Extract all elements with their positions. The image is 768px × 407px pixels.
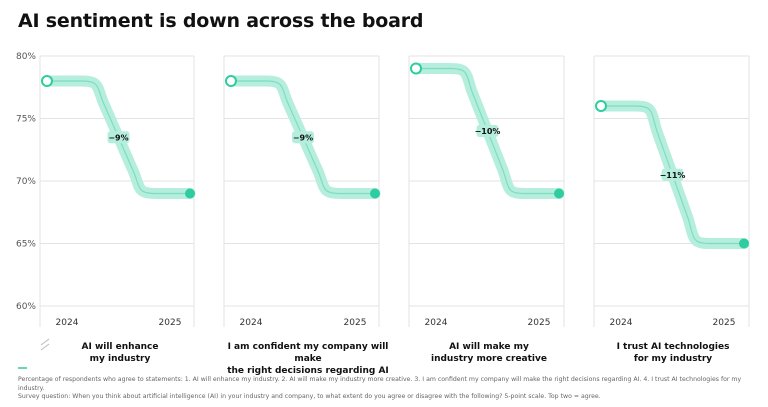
x-tick-label: 2025 <box>159 318 182 328</box>
panel-2-category-line-1: I am confident my company will make <box>227 342 389 364</box>
x-tick-label: 2025 <box>528 318 551 328</box>
change-label: −11% <box>660 171 686 180</box>
x-tick-label: 2024 <box>56 318 79 328</box>
panel-4-category-line-2: for my industry <box>633 354 713 364</box>
chart-title: AI sentiment is down across the board <box>18 10 424 32</box>
footnote-line-1: Percentage of respondents who agree to s… <box>18 376 742 392</box>
x-tick-label: 2025 <box>344 318 367 328</box>
footnote-line-2: Survey question: When you think about ar… <box>18 393 601 400</box>
change-label-bg <box>661 168 684 181</box>
y-tick-label: 60% <box>16 302 36 312</box>
change-label-bg <box>107 131 130 144</box>
point-2025 <box>739 238 749 249</box>
point-2025 <box>554 188 564 199</box>
x-tick-label: 2024 <box>425 318 448 328</box>
panel-3-category-line-2: industry more creative <box>431 354 547 364</box>
panel-1-category: AI will enhance my industry <box>35 341 205 365</box>
y-tick-label: 75% <box>16 115 36 125</box>
y-tick-label: 80% <box>16 52 36 62</box>
footnote: Percentage of respondents who agree to s… <box>18 376 758 402</box>
point-2025 <box>185 188 195 199</box>
panel-3-category-line-1: AI will make my <box>449 342 529 352</box>
change-label: −9% <box>293 133 313 142</box>
panel-4-category: I trust AI technologies for my industry <box>588 341 758 365</box>
panel-3-category: AI will make my industry more creative <box>404 341 574 365</box>
panel-1-category-line-2: my industry <box>89 354 151 364</box>
y-tick-label: 65% <box>16 240 36 250</box>
change-label-bg <box>292 131 314 144</box>
panel-4-category-line-1: I trust AI technologies <box>616 342 730 352</box>
change-label-bg <box>476 125 499 137</box>
panel-2-category-line-2: the right decisions regarding AI <box>227 366 389 376</box>
point-2024 <box>225 75 237 87</box>
point-2025 <box>370 188 380 199</box>
x-tick-label: 2024 <box>240 318 263 328</box>
x-tick-label: 2025 <box>713 318 736 328</box>
point-2024 <box>595 100 607 112</box>
panel-1-category-line-1: AI will enhance <box>81 342 159 352</box>
x-tick-label: 2024 <box>610 318 633 328</box>
change-label: −9% <box>108 133 128 142</box>
change-label: −10% <box>475 127 501 136</box>
y-tick-label: 70% <box>16 177 36 187</box>
point-2024 <box>410 62 422 75</box>
axis-break-mark <box>40 338 50 346</box>
point-2024 <box>41 75 53 87</box>
panel-2-category: I am confident my company will make the … <box>220 341 396 377</box>
axis-break-mark <box>40 343 50 351</box>
